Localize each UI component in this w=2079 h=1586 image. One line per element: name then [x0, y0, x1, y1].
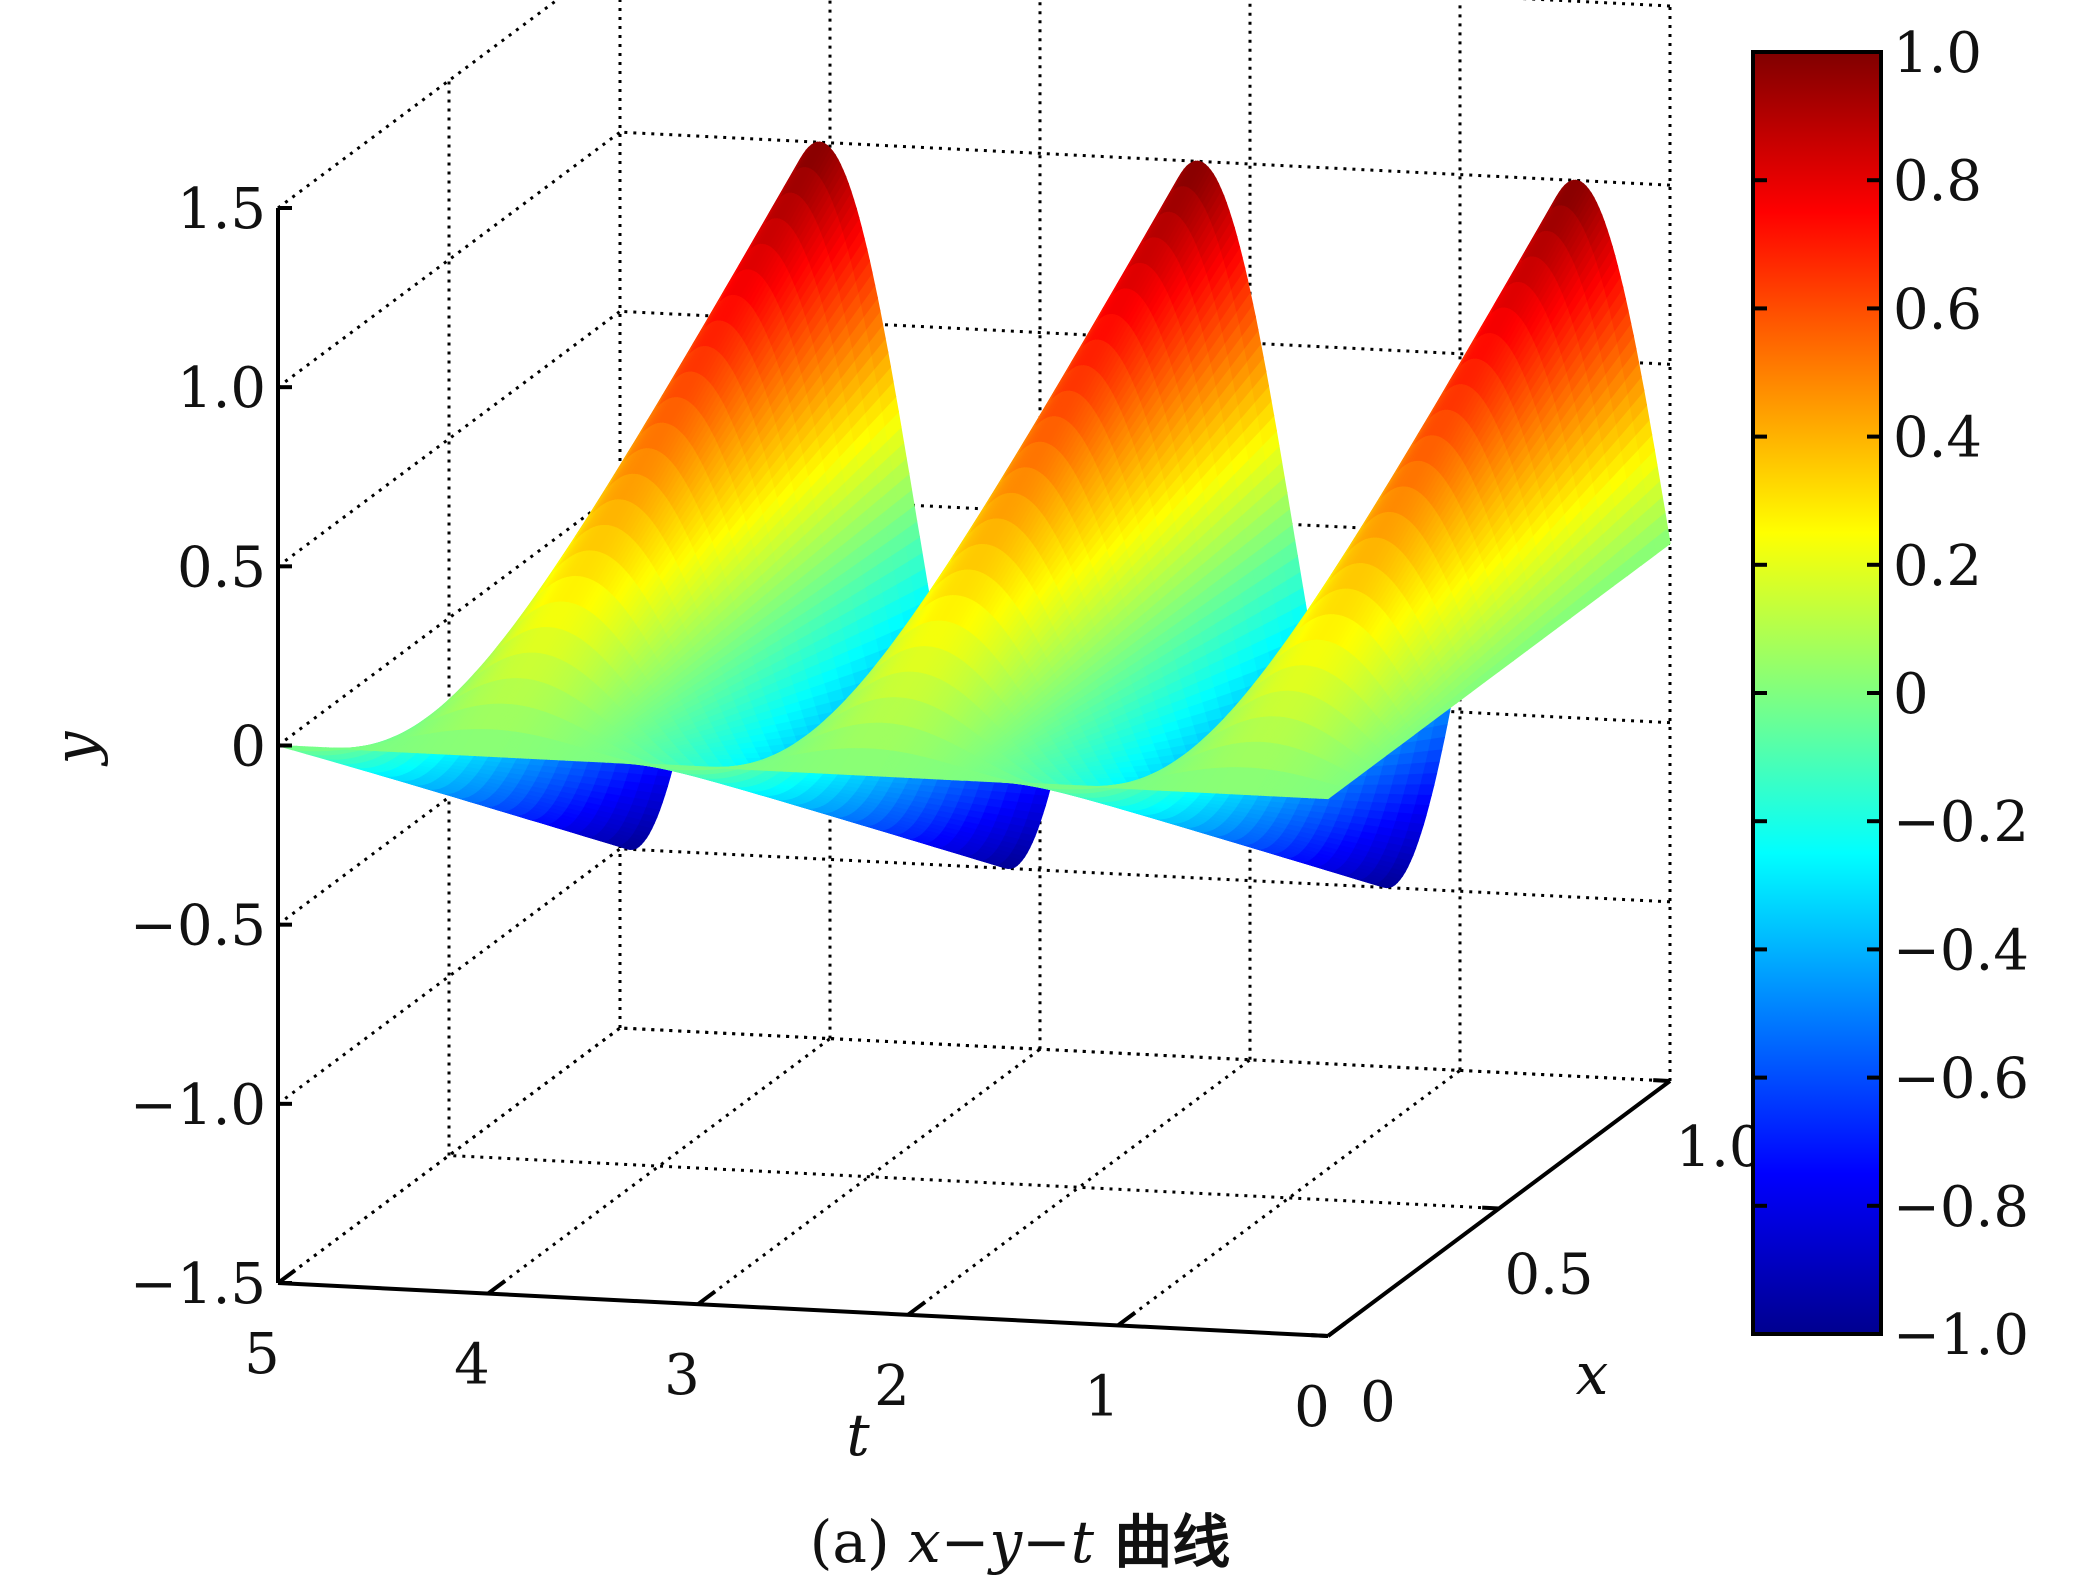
grid-line	[448, 1154, 1500, 1210]
grid-line	[907, 1058, 1251, 1317]
surface-plot	[277, 141, 1671, 889]
grid-line	[619, 1026, 1671, 1083]
grid-line	[619, 130, 1671, 187]
grid-line	[1521, 0, 1671, 8]
grid-line	[487, 1037, 831, 1295]
grid-line	[619, 847, 1671, 904]
grid-line	[277, 0, 560, 210]
grid-line	[1117, 1069, 1461, 1327]
